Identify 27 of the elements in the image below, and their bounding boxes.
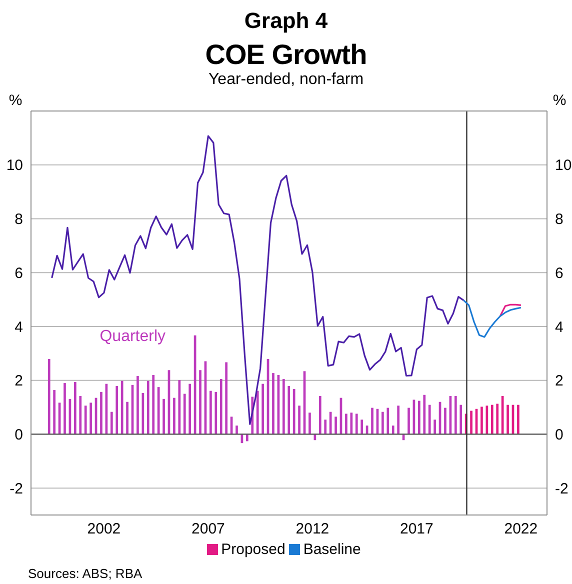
series-label: Quarterly <box>100 328 166 346</box>
y2-tick-label: 6 <box>555 264 564 282</box>
x-tick-label: 2012 <box>296 520 330 538</box>
y2-axis-title: % <box>552 92 566 109</box>
y-tick-label: 2 <box>14 372 23 390</box>
y2-tick-label: -2 <box>555 480 568 498</box>
y2-tick-label: 2 <box>555 372 564 390</box>
x-tick-label: 2007 <box>192 520 225 538</box>
y2-tick-label: 4 <box>555 318 564 336</box>
y2-tick-label: 8 <box>555 211 564 228</box>
y2-tick-label: 0 <box>555 426 564 444</box>
legend-label: Proposed <box>220 541 286 558</box>
y2-tick-label: 10 <box>555 157 572 174</box>
x-tick-label: 2002 <box>87 520 121 538</box>
y-axis-title: % <box>8 92 22 109</box>
y-tick-label: 4 <box>14 318 23 336</box>
y-tick-label: 6 <box>14 264 23 282</box>
chart-subtitle: Year-ended, non-farm <box>207 71 365 90</box>
source-note: Sources: ABS; RBA <box>28 566 142 581</box>
x-tick-label: 2017 <box>400 520 434 538</box>
y-tick-label: 8 <box>14 211 23 228</box>
chart-title: Graph 4 COE Growth <box>204 8 368 72</box>
x-tick-label: 2022 <box>504 520 538 538</box>
legend-label: Baseline <box>302 541 361 558</box>
y-tick-label: -2 <box>10 480 23 498</box>
y-tick-label: 10 <box>6 157 23 174</box>
y-tick-label: 0 <box>14 426 23 444</box>
